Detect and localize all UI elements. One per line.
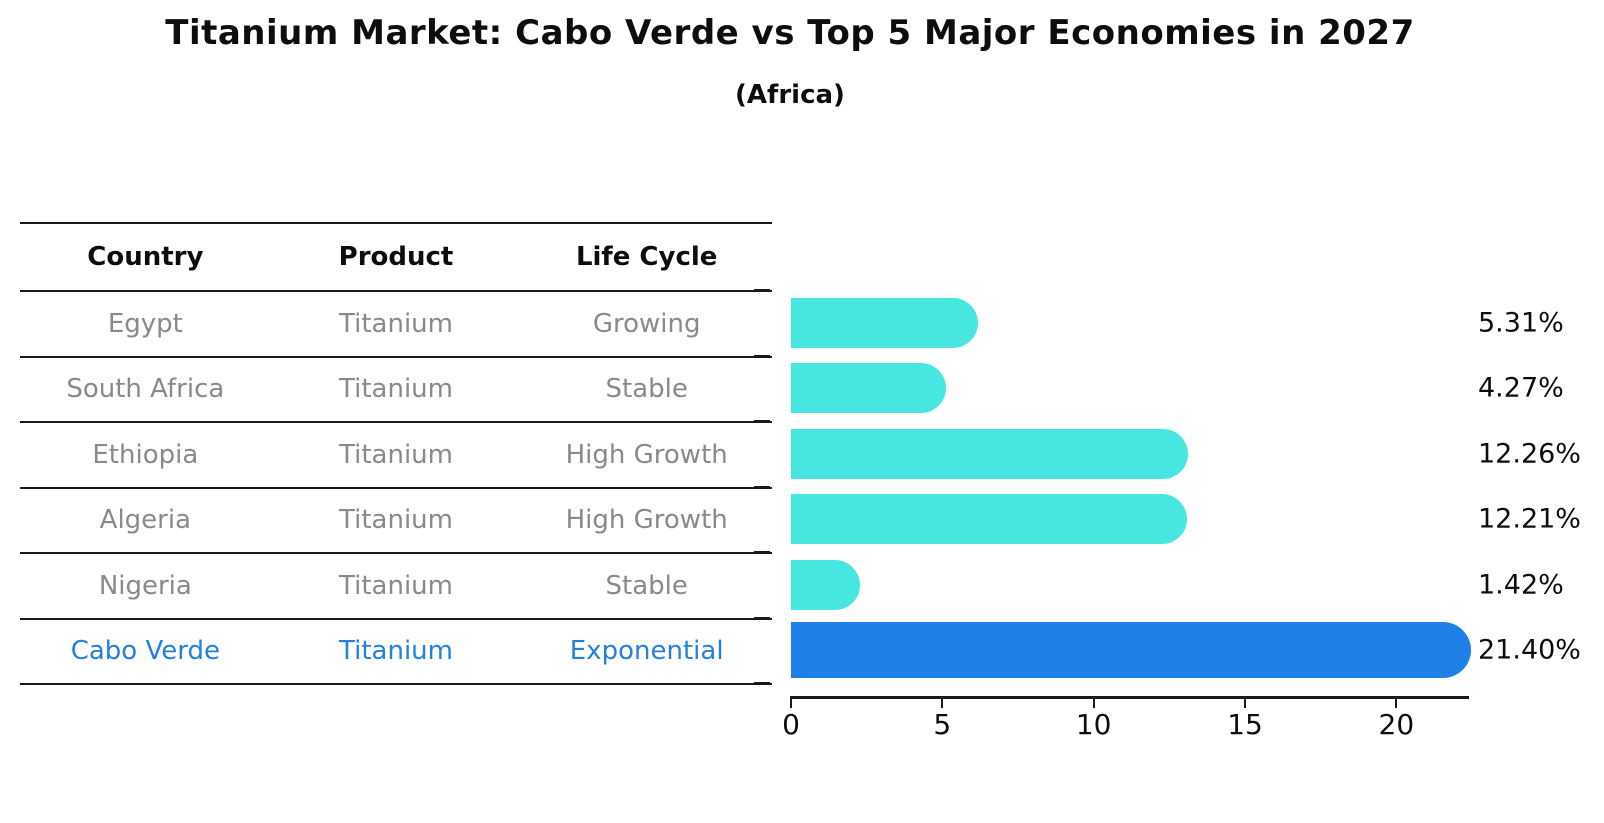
x-tick-mark [941,698,944,708]
x-tick-mark [1244,698,1247,708]
x-axis-spine [790,696,1469,699]
table-row: South Africa Titanium Stable [20,358,772,423]
table-cell-life-cycle: Stable [605,374,688,405]
table-row: Nigeria Titanium Stable [20,554,772,620]
table-cell-country: Cabo Verde [70,636,220,667]
y-tick-mark [754,551,770,553]
table-cell-country: South Africa [66,374,225,405]
bar [791,494,1187,545]
x-tick-label: 15 [1227,708,1263,741]
y-tick-mark [754,420,770,422]
table-cell-product: Titanium [339,505,453,536]
table-cell-life-cycle: Growing [592,308,701,339]
y-tick-mark [754,682,770,684]
table-header-product: Product [338,242,454,272]
bar-value-label: 5.31% [1478,307,1564,339]
table-row: Egypt Titanium Growing [20,292,772,358]
table-cell-life-cycle: High Growth [565,439,728,470]
table-cell-life-cycle: Stable [605,570,688,601]
table-cell-product: Titanium [339,439,453,470]
y-tick-mark [754,485,770,488]
bar-value-label: 12.26% [1478,438,1581,470]
bar [791,297,978,348]
bar-value-label: 1.42% [1478,569,1564,601]
table-header-row: Country Product Life Cycle [20,224,772,292]
y-tick-mark [754,354,770,357]
x-tick-mark [1395,698,1398,708]
table-cell-country: Ethiopia [92,439,199,470]
bar-value-label: 12.21% [1478,503,1581,535]
x-tick-mark [790,698,792,708]
bar-value-label: 4.27% [1478,372,1564,404]
x-tick-label: 0 [782,708,800,741]
table-cell-life-cycle: High Growth [565,505,728,536]
x-tick-label: 20 [1378,708,1415,741]
table-cell-country: Nigeria [98,570,192,601]
x-tick-label: 5 [933,708,952,741]
table-row: Ethiopia Titanium High Growth [20,423,772,489]
table-header-lifecycle: Life Cycle [575,242,718,272]
chart-title: Titanium Market: Cabo Verde vs Top 5 Maj… [165,13,1415,53]
table-row: Algeria Titanium High Growth [20,489,772,554]
bar [791,428,1188,479]
bar-highlight-cabo-verde [791,622,1471,679]
table-cell-country: Egypt [107,308,183,339]
table-cell-product: Titanium [339,636,453,667]
y-tick-mark [754,289,770,291]
country-product-table: Country Product Life Cycle Egypt Titanium… [20,222,772,685]
table-cell-life-cycle: Exponential [569,636,724,667]
table-cell-product: Titanium [339,308,453,339]
table-cell-country: Algeria [99,505,192,536]
bar [791,559,860,610]
x-tick-label: 10 [1075,708,1112,741]
table-cell-product: Titanium [339,374,453,405]
table-cell-product: Titanium [339,570,453,601]
table-row: Cabo Verde Titanium Exponential [20,620,772,685]
table-header-country: Country [87,242,204,272]
bar-value-label: 21.40% [1478,634,1581,666]
x-tick-mark [1092,698,1095,708]
bar [791,363,946,414]
y-tick-mark [754,616,770,619]
table-body: Egypt Titanium Growing South Africa Titanium… [20,292,772,685]
chart-subtitle: (Africa) [735,80,845,110]
